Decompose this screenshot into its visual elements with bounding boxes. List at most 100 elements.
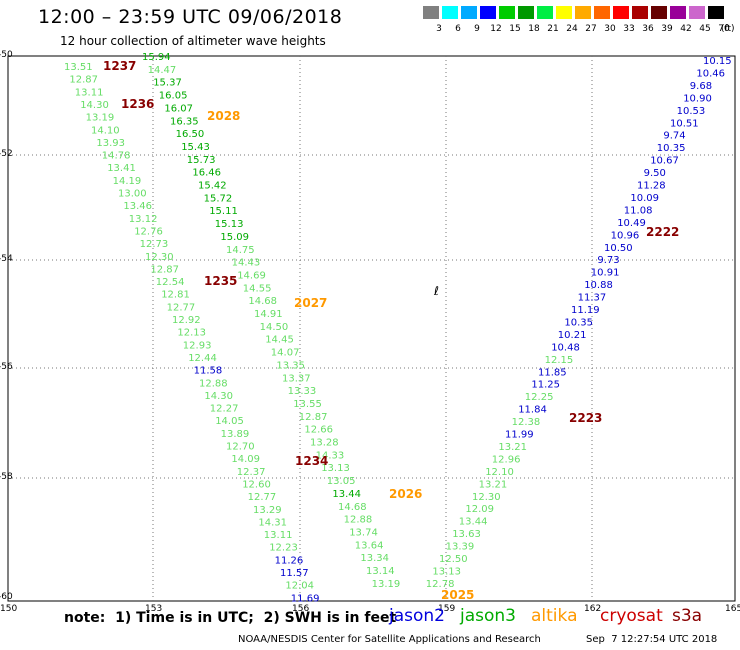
wave-height-value: 13.11 <box>264 530 293 541</box>
wave-height-labels: 13.5112.8713.1114.3013.1914.1013.9314.78… <box>64 52 732 604</box>
wave-height-value: 13.51 <box>64 62 93 73</box>
wave-height-value: 14.43 <box>232 258 261 269</box>
wave-height-value: 11.08 <box>624 205 653 216</box>
wave-height-value: 12.44 <box>188 353 217 364</box>
wave-height-value: 9.73 <box>597 255 619 266</box>
wave-height-value: 13.63 <box>452 529 481 540</box>
wave-height-value: 11.85 <box>538 367 567 378</box>
wave-height-value: 16.50 <box>176 129 205 140</box>
wave-height-value: 14.55 <box>243 283 272 294</box>
legend-swatch <box>613 6 629 19</box>
wave-height-value: 14.50 <box>260 322 289 333</box>
wave-height-value: 11.99 <box>505 430 534 441</box>
wave-height-value: 12.87 <box>69 75 98 86</box>
wave-height-value: 12.81 <box>161 290 190 301</box>
generation-timestamp: Sep 7 12:27:54 UTC 2018 <box>586 634 718 645</box>
wave-height-value: 12.13 <box>177 328 206 339</box>
wave-height-value: 13.19 <box>372 579 401 590</box>
wave-height-value: 10.35 <box>564 317 593 328</box>
legend-label: 3 <box>436 24 442 34</box>
lon-label: 159 <box>438 604 456 614</box>
legend-label: 42 <box>680 24 692 34</box>
wave-height-value: 10.88 <box>584 280 613 291</box>
wave-height-value: 13.41 <box>107 163 136 174</box>
pass-time-label: 1236 <box>121 97 154 111</box>
wave-height-value: 13.05 <box>327 476 356 487</box>
legend-swatch <box>594 6 610 19</box>
wave-height-value: 13.21 <box>498 442 527 453</box>
lon-label: 162 <box>584 604 602 614</box>
wave-height-value: 13.35 <box>276 360 305 371</box>
wave-height-value: 13.14 <box>366 566 395 577</box>
wave-height-value: 13.46 <box>123 201 152 212</box>
wave-height-value: 10.49 <box>617 218 646 229</box>
lat-label: -58 <box>0 472 13 482</box>
legend-label: 36 <box>642 24 654 34</box>
wave-height-value: 9.50 <box>644 168 666 179</box>
wave-height-value: 10.09 <box>630 193 659 204</box>
wave-height-value: 15.13 <box>215 219 244 230</box>
legend-swatch <box>480 6 496 19</box>
wave-height-value: 13.19 <box>86 113 115 124</box>
wave-height-value: 11.26 <box>275 555 304 566</box>
legend-label: 12 <box>490 24 502 34</box>
pass-time-label: 2223 <box>569 411 602 425</box>
wave-height-value: 12.09 <box>465 504 494 515</box>
wave-height-value: 13.21 <box>479 479 508 490</box>
wave-height-value: 15.37 <box>153 78 182 89</box>
wave-height-value: 12.50 <box>439 554 468 565</box>
wave-height-value: 14.68 <box>338 502 367 513</box>
legend-swatch <box>689 6 705 19</box>
wave-height-value: 14.19 <box>113 176 142 187</box>
legend-label: 15 <box>509 24 521 34</box>
wave-height-value: 13.39 <box>446 542 475 553</box>
wave-height-value: 13.00 <box>118 189 147 200</box>
legend-swatch <box>708 6 724 19</box>
legend-label: 24 <box>566 24 578 34</box>
wave-height-value: 11.58 <box>194 366 223 377</box>
color-legend: 3 6 9 12 15 18 21 24 27 30 33 36 39 42 45 70 (ft) <box>423 6 735 40</box>
lat-label: -52 <box>0 149 13 159</box>
wave-height-value: 14.69 <box>237 270 266 281</box>
legend-swatch <box>442 6 458 19</box>
pass-time-label: 2222 <box>646 225 679 239</box>
wave-height-value: 14.05 <box>215 416 244 427</box>
lat-label: -56 <box>0 362 13 372</box>
wave-height-value: 12.10 <box>485 467 514 478</box>
wave-height-value: 12.38 <box>512 417 541 428</box>
wave-height-value: 15.09 <box>220 232 249 243</box>
wave-height-value: 12.78 <box>426 579 455 590</box>
wave-height-value: 12.87 <box>150 264 179 275</box>
legend-label: 33 <box>623 24 635 34</box>
wave-height-value: 14.47 <box>148 65 177 76</box>
legend-swatch <box>461 6 477 19</box>
pass-time-label: 1237 <box>103 59 136 73</box>
wave-height-value: 12.73 <box>140 239 169 250</box>
wave-height-value: 12.37 <box>237 467 266 478</box>
wave-height-value: 10.96 <box>611 230 640 241</box>
wave-height-value: 13.55 <box>293 399 322 410</box>
wave-height-value: 16.46 <box>192 168 221 179</box>
satellite-name: altika <box>531 606 578 626</box>
legend-label: 21 <box>547 24 559 34</box>
pass-time-label: 2028 <box>207 109 240 123</box>
wave-height-value: 13.93 <box>96 138 125 149</box>
map-subtitle: 12 hour collection of altimeter wave hei… <box>60 34 326 48</box>
wave-height-value: 12.96 <box>492 454 521 465</box>
wave-height-value: 10.51 <box>670 118 699 129</box>
lon-label: 153 <box>145 604 163 614</box>
wave-height-value: 10.15 <box>703 56 732 67</box>
legend-label: 18 <box>528 24 540 34</box>
satellite-name: cryosat <box>600 606 663 626</box>
legend-label: 39 <box>661 24 673 34</box>
legend-swatch <box>556 6 572 19</box>
wave-height-value: 15.42 <box>198 181 227 192</box>
credit-line: NOAA/NESDIS Center for Satellite Applica… <box>238 634 541 645</box>
wave-height-value: 12.54 <box>156 277 185 288</box>
lon-label: 156 <box>292 604 310 614</box>
wave-height-value: 14.31 <box>258 517 287 528</box>
wave-height-value: 9.68 <box>690 81 712 92</box>
wave-height-value: 13.13 <box>321 463 350 474</box>
wave-height-value: 12.04 <box>285 581 314 592</box>
wave-height-value: 14.10 <box>91 125 120 136</box>
